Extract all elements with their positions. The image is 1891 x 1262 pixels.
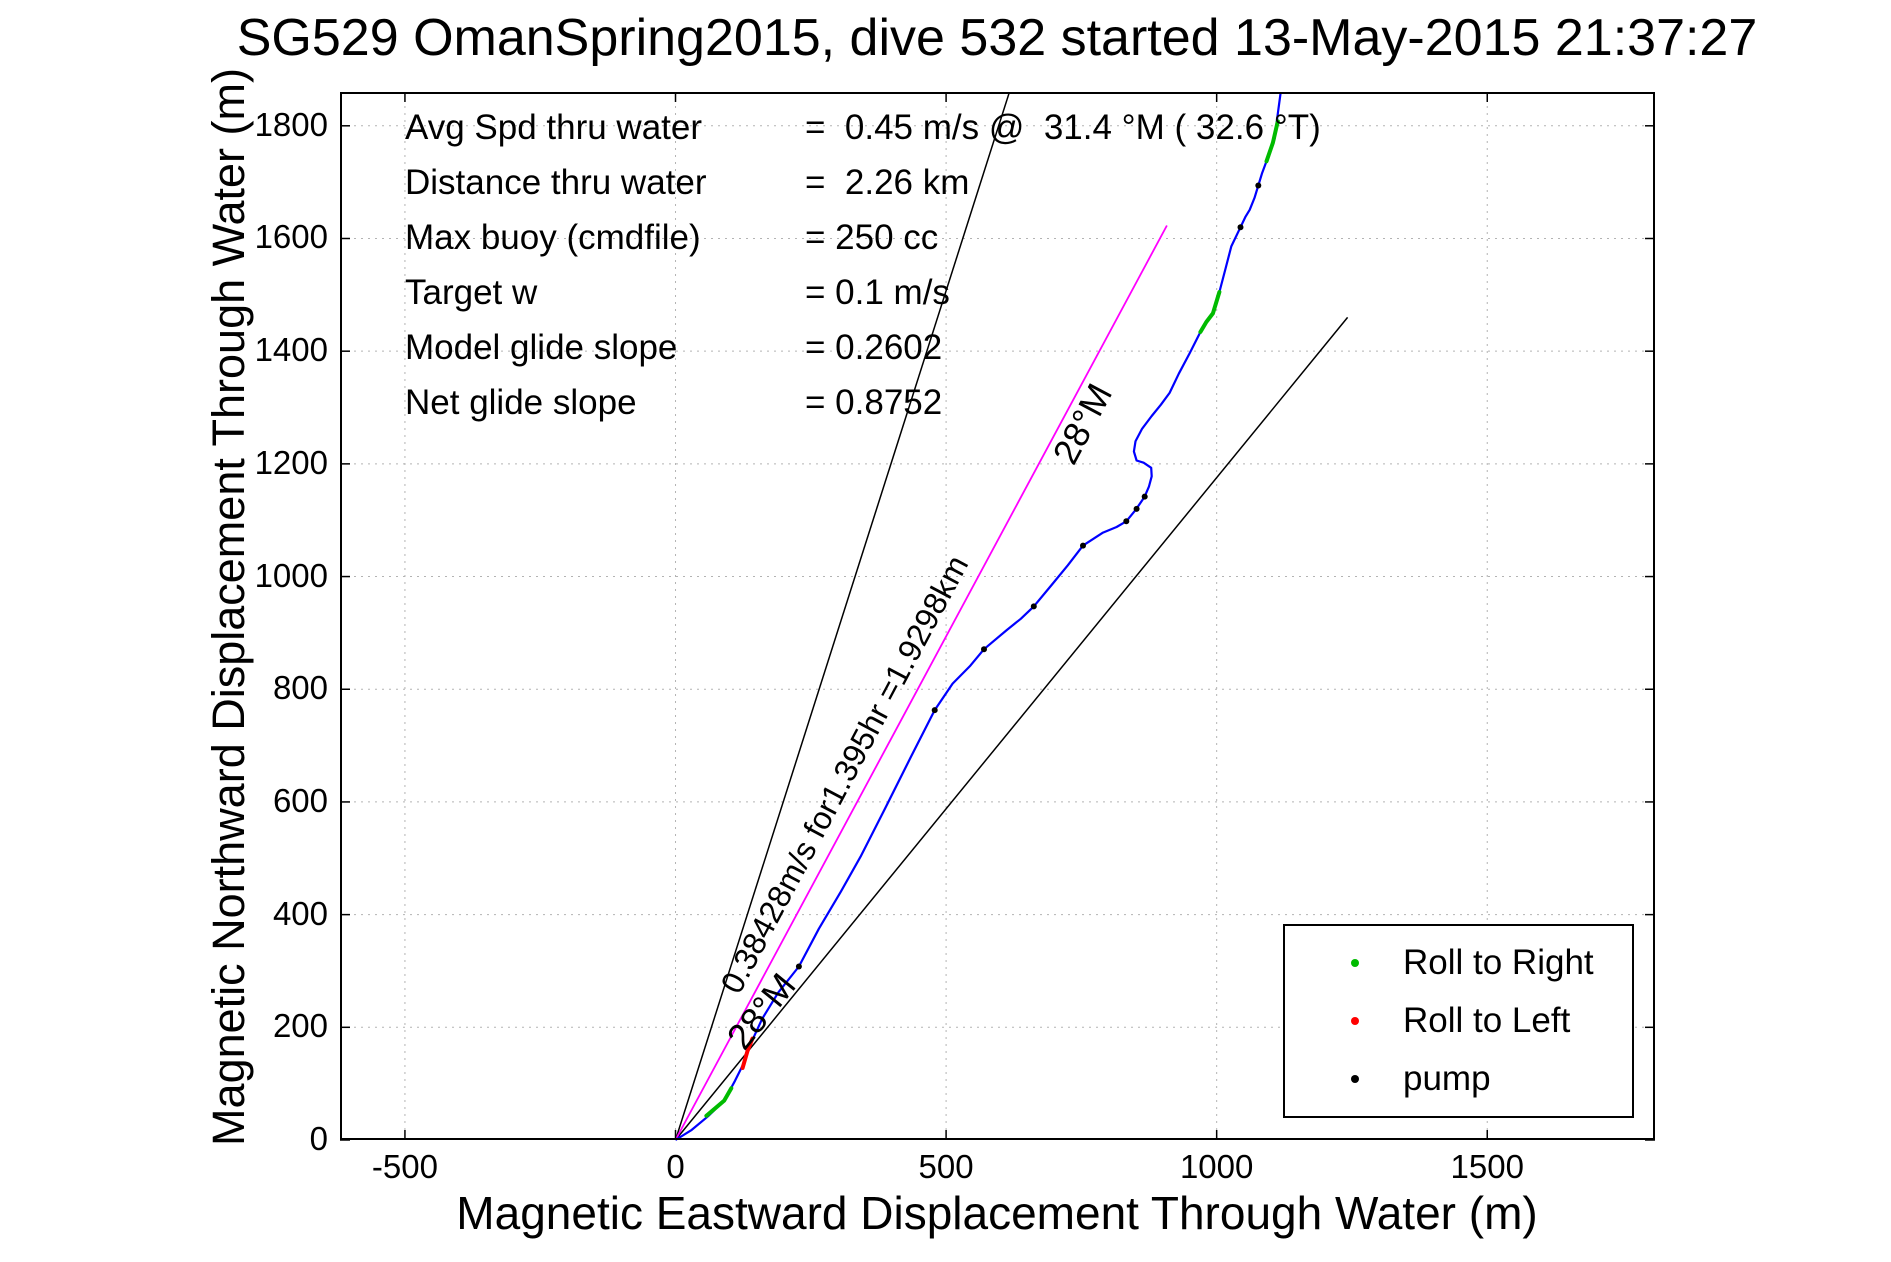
stat-row: Distance thru water = 2.26 km [405,155,1321,210]
roll-right-segment [1264,119,1280,164]
x-tick-label: 0 [666,1148,685,1185]
roll-right-segment [1198,290,1222,334]
stat-row: Avg Spd thru water = 0.45 m/s @ 31.4 °M (… [405,100,1321,155]
roll-left-segment [740,1036,755,1070]
stat-value: = 2.26 km [805,163,970,202]
legend-marker-dot [1351,1017,1359,1025]
stat-label: Distance thru water [405,163,707,202]
stat-label: Model glide slope [405,328,678,367]
speed-distance-label: 0.38428m/s for1.395hr =1.9298km [713,549,975,999]
roll-right-segment [704,1086,734,1118]
avg-speed-vector [674,225,1168,1141]
x-axis-label: Magnetic Eastward Displacement Through W… [456,1187,1538,1239]
pump-marker [981,646,987,653]
pump-marker [1237,224,1244,231]
legend-item-pump: pump [1285,1059,1632,1099]
y-tick-label: 1800 [254,105,328,143]
stat-label: Target w [405,273,538,312]
stat-label: Avg Spd thru water [405,108,703,147]
y-tick-label: 400 [272,894,328,932]
x-tick-label: 1500 [1450,1148,1524,1185]
y-tick-label: 200 [272,1007,328,1045]
legend: Roll to Right Roll to Left pump [1283,924,1634,1118]
pump-marker [1080,542,1086,549]
x-tick-label: 1000 [1179,1148,1254,1185]
pump-marker [1141,493,1148,500]
stat-value: = 0.1 m/s [805,273,950,312]
stats-block: Avg Spd thru water = 0.45 m/s @ 31.4 °M (… [405,100,1321,430]
legend-marker-dot [1351,959,1359,967]
legend-marker-dot [1351,1075,1359,1083]
pump-marker [1123,518,1130,525]
y-tick-label: 1400 [254,331,328,369]
bearing-line-steep [674,93,1010,1141]
x-tick-label: 500 [918,1148,974,1185]
stat-row: Target w = 0.1 m/s [405,265,1321,320]
pump-marker [1133,505,1140,512]
y-tick-label: 600 [272,781,328,819]
legend-label: pump [1403,1059,1491,1098]
stat-value: = 0.2602 [805,328,943,367]
plot-area: 0.38428m/s for1.395hr =1.9298km 28°M 28°M [340,92,1655,1141]
pump-marker [795,963,802,970]
y-tick-label: 800 [272,669,328,707]
pump-marker [1030,603,1037,610]
stat-row: Max buoy (cmdfile) = 250 cc [405,210,1321,265]
bearing-line-shallow [674,316,1349,1141]
stat-row: Model glide slope = 0.2602 [405,320,1321,375]
pump-marker [931,707,938,714]
stat-value: = 0.8752 [805,383,943,422]
stat-value: = 0.45 m/s @ 31.4 °M ( 32.6 °T) [805,108,1321,147]
legend-item-roll-to-right: Roll to Right [1285,943,1632,983]
stat-row: Net glide slope = 0.8752 [405,375,1321,430]
stat-value: = 250 cc [805,218,939,257]
y-tick-label: 1000 [254,556,328,594]
axes-box [340,92,1655,1140]
y-tick-label: 0 [309,1120,328,1157]
y-tick-label: 1600 [254,218,328,256]
pump-marker [1255,182,1262,189]
chart-title: SG529 OmanSpring2015, dive 532 started 1… [236,9,1758,67]
y-tick-label: 1200 [254,443,328,481]
legend-label: Roll to Right [1403,943,1594,982]
stat-label: Net glide slope [405,383,637,422]
x-tick-label: -500 [371,1148,438,1185]
legend-label: Roll to Left [1403,1001,1571,1040]
legend-item-roll-to-left: Roll to Left [1285,1001,1632,1041]
stat-label: Max buoy (cmdfile) [405,218,701,257]
